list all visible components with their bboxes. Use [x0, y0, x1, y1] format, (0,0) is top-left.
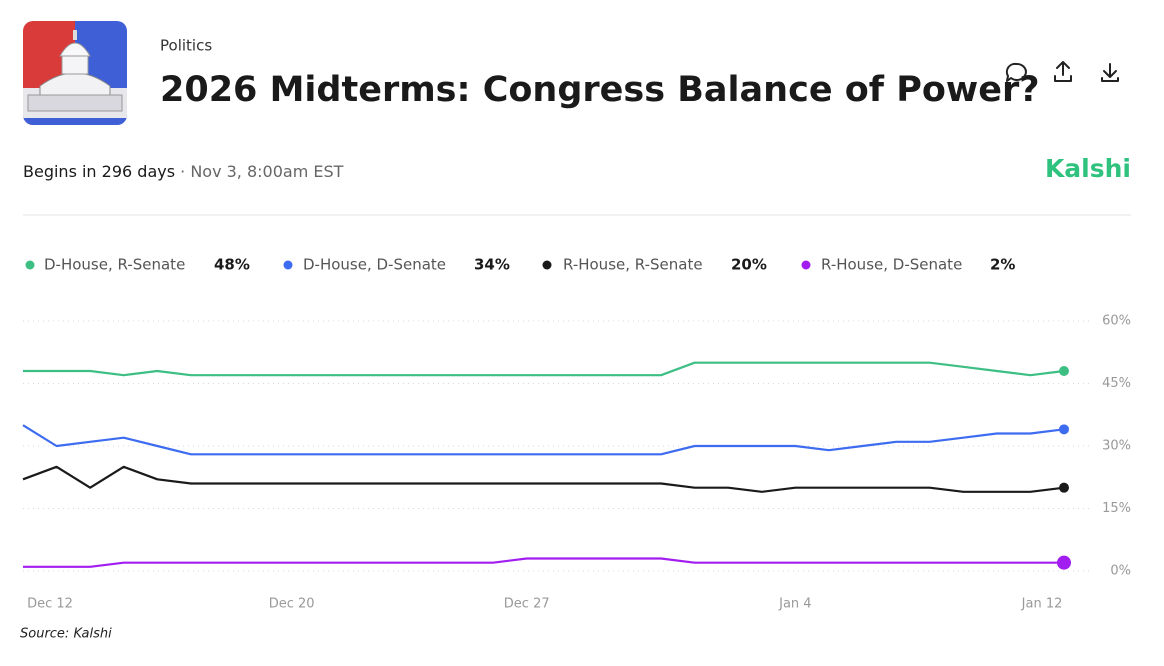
- begins-text: Begins in 296 days: [23, 162, 175, 181]
- end-dot: [1059, 424, 1069, 435]
- y-tick-label: 45%: [1102, 376, 1131, 391]
- line: [22, 424, 1065, 456]
- legend-name: D-House, D-Senate: [303, 256, 446, 274]
- x-tick-label: Jan 12: [1021, 597, 1063, 612]
- source: Source: Kalshi: [20, 627, 112, 642]
- thumbnail: [23, 21, 127, 125]
- y-tick-label: 30%: [1102, 439, 1131, 454]
- legend-dot: [25, 260, 35, 270]
- end-dot: [1059, 482, 1069, 493]
- legend-name: D-House, R-Senate: [44, 256, 185, 274]
- line: [23, 361, 1065, 377]
- date-text: · Nov 3, 8:00am EST: [180, 162, 344, 181]
- x-tick-label: Dec 12: [27, 597, 73, 612]
- legend-value: 48%: [214, 256, 250, 274]
- y-tick-label: 15%: [1102, 501, 1131, 516]
- comment-icon[interactable]: [1005, 62, 1027, 82]
- download-icon[interactable]: [1101, 63, 1119, 82]
- category: Politics: [160, 37, 212, 55]
- begins: Begins in 296 days · Nov 3, 8:00am EST: [23, 162, 344, 181]
- legend-value: 34%: [474, 256, 510, 274]
- line: [23, 557, 1064, 568]
- legend-name: R-House, R-Senate: [563, 256, 703, 274]
- end-dot: [1057, 555, 1071, 570]
- x-tick-label: Jan 4: [778, 597, 811, 612]
- line: [22, 465, 1065, 493]
- legend-dot: [542, 260, 552, 270]
- end-dot: [1059, 366, 1069, 376]
- x-tick-label: Dec 27: [504, 597, 550, 612]
- y-tick-label: 0%: [1110, 564, 1131, 579]
- x-tick-label: Dec 20: [269, 597, 315, 612]
- title: 2026 Midterms: Congress Balance of Power…: [160, 70, 1040, 110]
- legend-value: 2%: [990, 256, 1015, 274]
- legend-dot: [801, 260, 811, 270]
- legend-dot: [283, 260, 293, 270]
- share-icon[interactable]: [1054, 61, 1072, 82]
- legend-name: R-House, D-Senate: [821, 256, 962, 274]
- y-tick-label: 60%: [1102, 314, 1131, 329]
- brand: Kalshi: [1045, 154, 1131, 183]
- legend-value: 20%: [731, 256, 767, 274]
